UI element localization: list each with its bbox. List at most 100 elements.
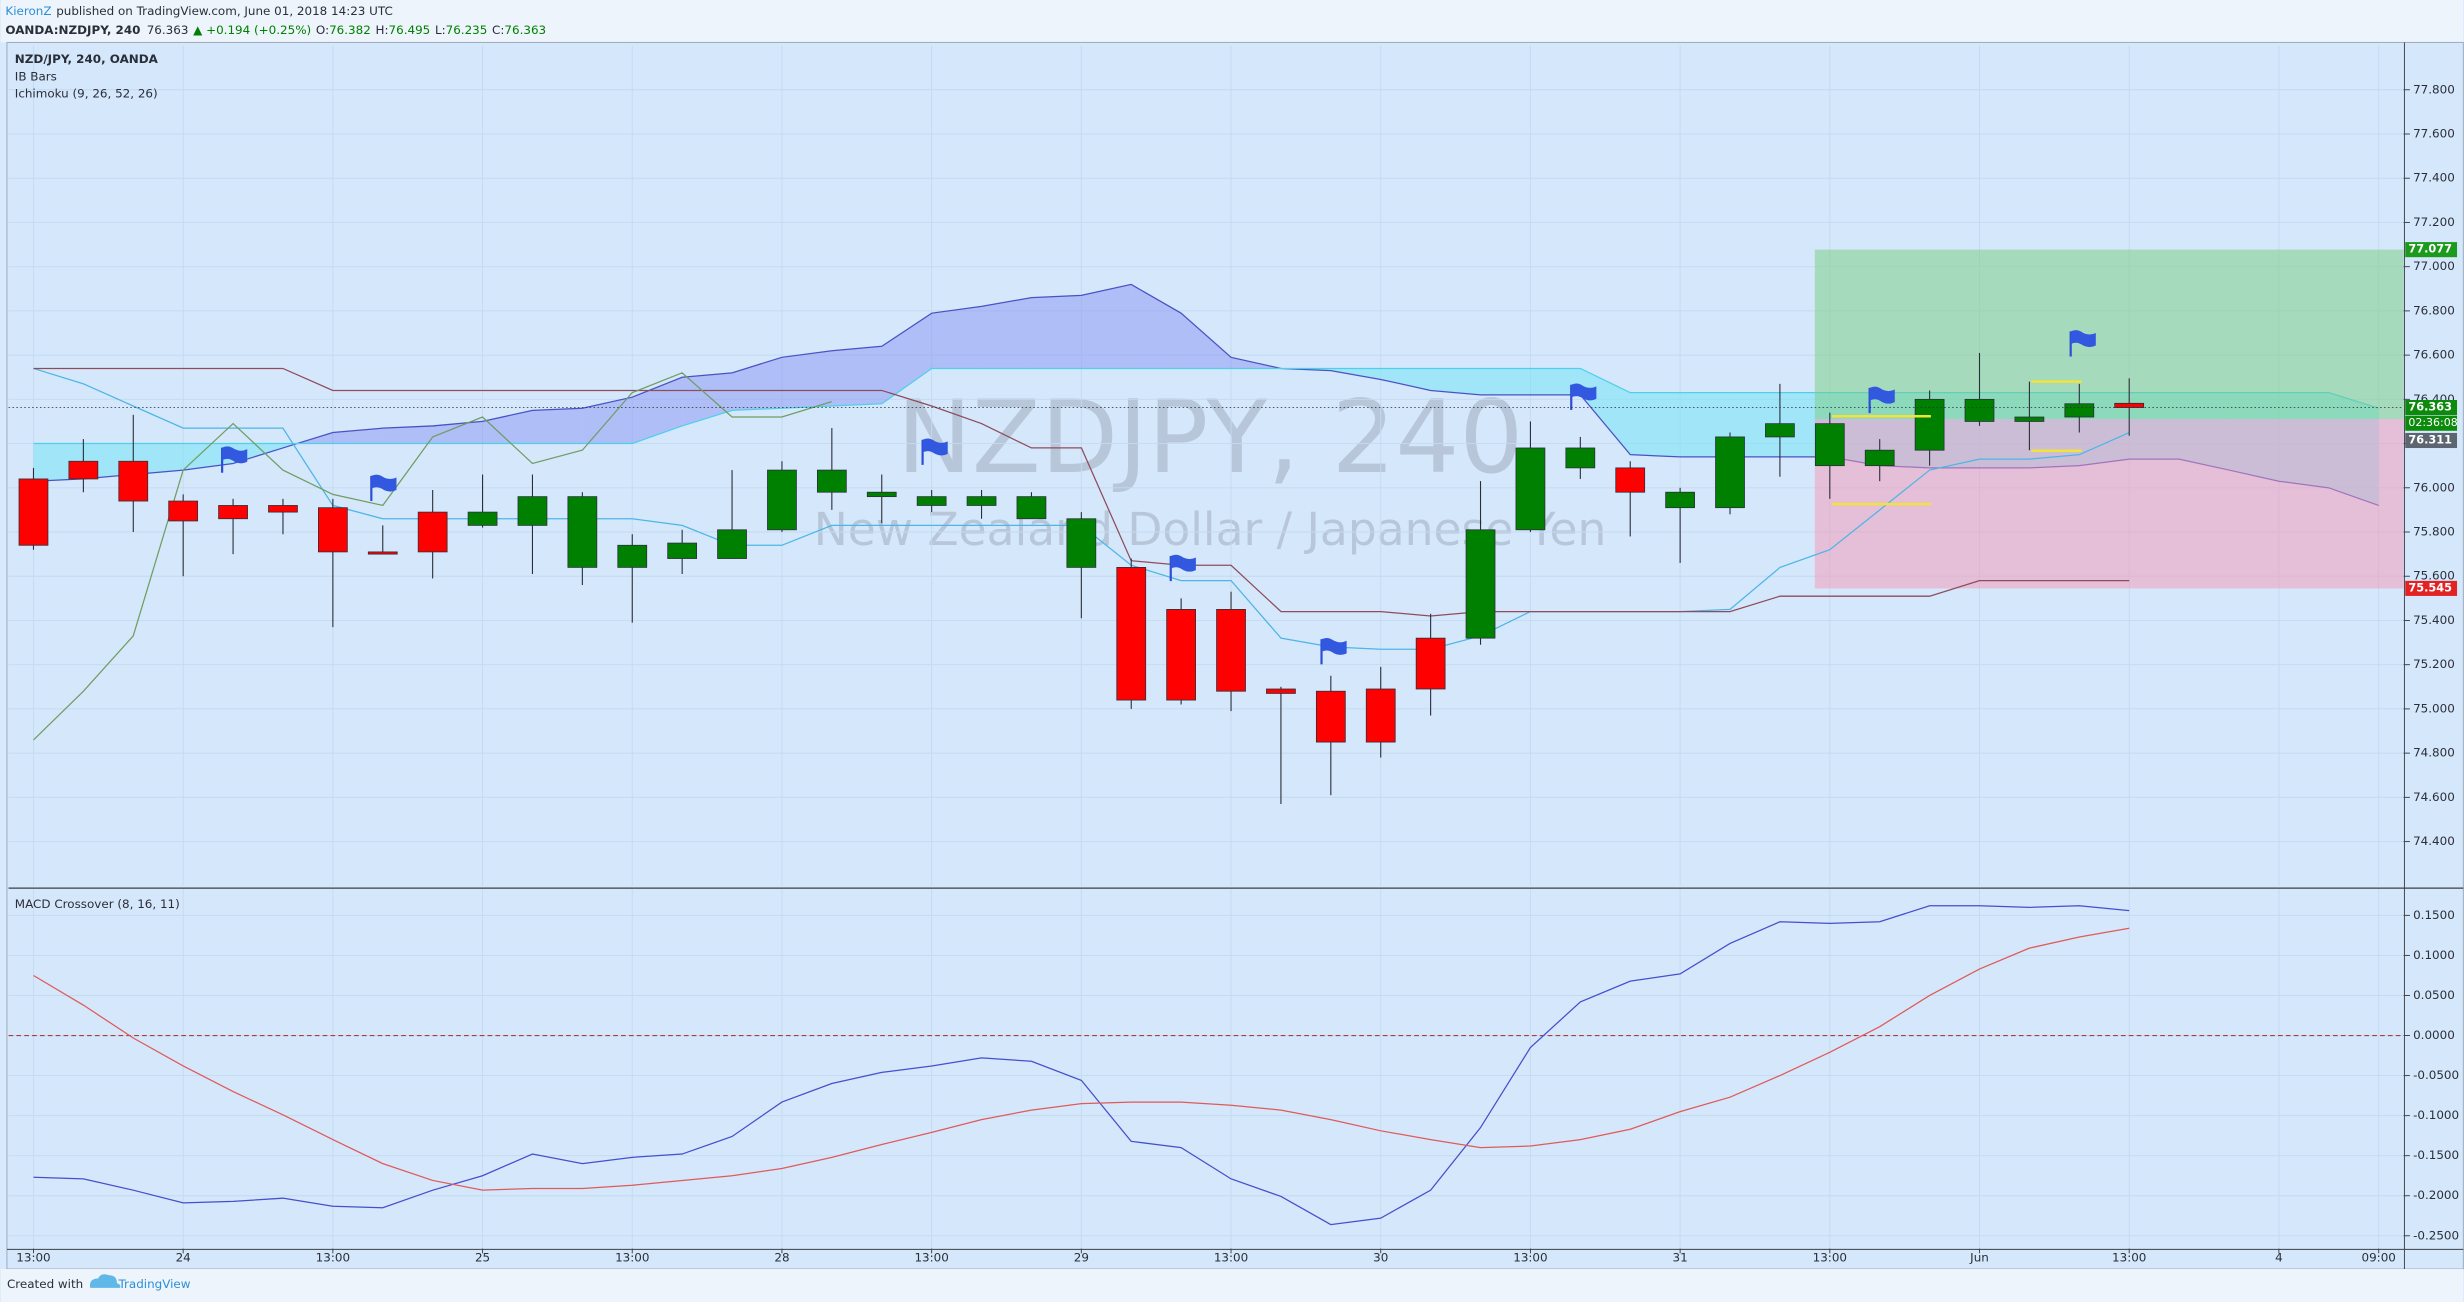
candle-body <box>417 511 448 553</box>
flag <box>1170 554 1196 572</box>
cloud <box>732 357 782 411</box>
cloud <box>1081 284 1132 369</box>
last-price: 76.363 <box>147 22 189 36</box>
candle-body <box>617 544 648 568</box>
flag <box>1869 386 1895 404</box>
y-tick-label: 75.000 <box>2413 701 2455 715</box>
y-tick-label: 0.1000 <box>2413 948 2455 962</box>
x-tick-label: 13:00 <box>1513 1251 1547 1265</box>
candle-body <box>916 496 947 506</box>
indicator-line <box>33 927 2130 1191</box>
ohlc-label: C: <box>492 22 504 36</box>
symbol: OANDA:NZDJPY, 240 <box>5 22 140 36</box>
y-tick-label: 77.000 <box>2413 259 2455 273</box>
y-tick-label: -0.1000 <box>2413 1108 2459 1122</box>
x-tick-label: 28 <box>774 1251 789 1265</box>
y-tick-label: -0.1500 <box>2413 1148 2459 1162</box>
author[interactable]: KieronZ <box>5 3 51 17</box>
ohlc-value: 76.382 <box>329 22 371 36</box>
candle-body <box>1665 491 1695 509</box>
candle-body <box>816 469 847 493</box>
change: ▲ +0.194 (+0.25%) <box>193 22 311 36</box>
indicator-line <box>33 372 833 741</box>
cloud <box>632 377 683 444</box>
y-tick-label: 77.600 <box>2413 126 2455 140</box>
ohlc-label: O: <box>316 22 329 36</box>
y-tick-label: 77.200 <box>2413 215 2455 229</box>
x-tick-label: 13:00 <box>2112 1251 2146 1265</box>
footer-brand[interactable]: TradingView <box>117 1277 190 1291</box>
candle-body <box>667 542 698 559</box>
cloud <box>1131 284 1182 369</box>
cloud <box>1630 392 1681 457</box>
candle-body <box>966 496 997 506</box>
countdown: 02:36:08 <box>2408 416 2457 429</box>
x-tick-label: 13:00 <box>1813 1251 1847 1265</box>
x-tick-label: 29 <box>1074 1251 1089 1265</box>
quote-line: OANDA:NZDJPY, 240 76.363 ▲ +0.194 (+0.25%)… <box>5 22 546 36</box>
candle-body <box>1266 688 1296 694</box>
x-tick-label: 13:00 <box>16 1251 50 1265</box>
y-tick-label: 75.400 <box>2413 613 2455 627</box>
candle-body <box>2114 402 2145 408</box>
ohlc-label: L: <box>435 22 446 36</box>
target-tag: 77.077 <box>2408 243 2452 256</box>
y-tick-label: 77.400 <box>2413 171 2455 185</box>
candle-body <box>18 478 49 546</box>
cloud <box>1530 368 1581 395</box>
cloud <box>931 306 982 369</box>
cloud <box>1181 313 1232 369</box>
cloud <box>1380 368 1431 391</box>
grid-layer <box>8 45 2404 1249</box>
candle-body <box>467 511 498 526</box>
x-tick-label: 31 <box>1673 1251 1688 1265</box>
cloud <box>831 346 882 406</box>
candle-body <box>318 507 348 553</box>
x-tick-label: Jun <box>1969 1251 1989 1265</box>
candle-body <box>1415 637 1446 690</box>
y-tick-label: -0.0500 <box>2413 1068 2459 1082</box>
ohlc-value: 76.235 <box>446 22 488 36</box>
cloud <box>282 443 298 448</box>
y-tick-label: 74.800 <box>2413 746 2455 760</box>
flag <box>2070 330 2096 348</box>
y-tick-label: 76.800 <box>2413 303 2455 317</box>
candle-body <box>1116 566 1147 701</box>
macd-pane <box>8 905 2404 1226</box>
y-tick-label: 74.400 <box>2413 834 2455 848</box>
candle-body <box>1765 423 1795 438</box>
price-pane <box>8 249 2404 804</box>
candle-body <box>1066 518 1097 568</box>
cloud <box>532 408 583 444</box>
candle-body <box>567 496 598 568</box>
ohlc-label: H: <box>376 22 389 36</box>
y-tick-label: 0.0000 <box>2413 1028 2455 1042</box>
candle-body <box>1615 467 1646 493</box>
x-tick-label: 13:00 <box>316 1251 350 1265</box>
candle-body <box>1565 447 1596 469</box>
indicator-line <box>33 905 2130 1226</box>
countdown-bg <box>2405 415 2458 431</box>
candle-body <box>68 460 99 480</box>
flag <box>922 438 948 456</box>
candle-body <box>168 500 199 522</box>
header-bar <box>0 0 2464 43</box>
y-tick-label: 76.600 <box>2413 348 2455 362</box>
y-tick-label: 76.000 <box>2413 480 2455 494</box>
stop-tag-bg <box>2405 580 2458 596</box>
footer-bar <box>0 1269 2464 1302</box>
footer-created: Created with <box>7 1277 83 1291</box>
y-tick-label: -0.2500 <box>2413 1228 2459 1242</box>
cloud <box>881 313 932 404</box>
macd-title: MACD Crossover (8, 16, 11) <box>15 897 180 911</box>
cloud <box>432 421 483 444</box>
candle-body <box>1315 690 1346 743</box>
y-tick-label: 74.600 <box>2413 790 2455 804</box>
indicator-line <box>33 367 2130 617</box>
x-tick-label: 30 <box>1373 1251 1388 1265</box>
cloud <box>1430 368 1481 395</box>
header-line: KieronZ published on TradingView.com, Jun… <box>5 3 392 17</box>
candle-body <box>767 469 797 531</box>
ohlc-value: 76.495 <box>389 22 431 36</box>
